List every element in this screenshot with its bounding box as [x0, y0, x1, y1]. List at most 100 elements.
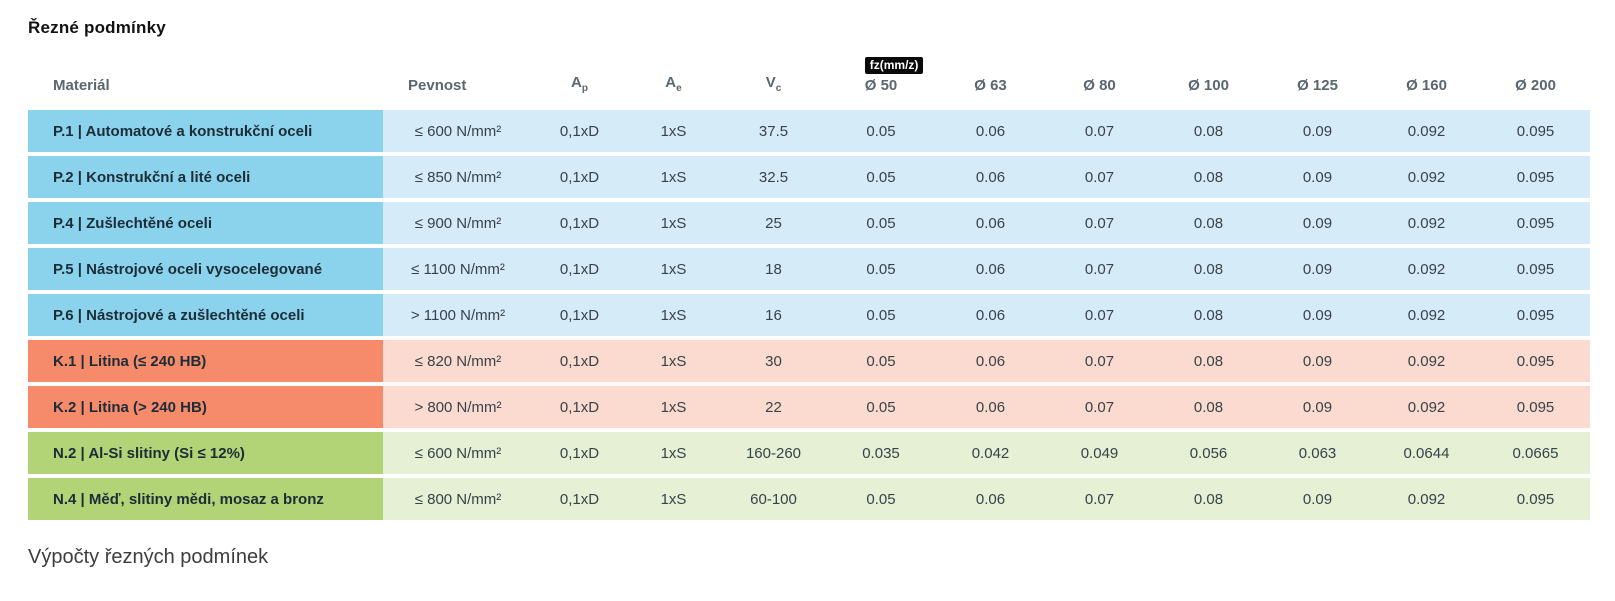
fz-125-cell: 0.063 [1263, 432, 1372, 474]
fz-125-cell: 0.09 [1263, 340, 1372, 382]
fz-125-cell: 0.09 [1263, 202, 1372, 244]
material-cell: N.4 | Měď, slitiny mědi, mosaz a bronz [28, 478, 383, 520]
fz-160-cell: 0.092 [1372, 202, 1481, 244]
diameter-50-wrap: fz(mm/z) Ø 50 [864, 57, 924, 94]
ap-cell: 0,1xD [533, 294, 626, 336]
fz-63-cell: 0.042 [936, 432, 1045, 474]
ae-cell: 1xS [626, 478, 721, 520]
diameter-50-label: Ø 50 [864, 77, 898, 94]
pevnost-cell: > 800 N/mm² [383, 386, 533, 428]
fz-63-cell: 0.06 [936, 248, 1045, 290]
material-cell: P.1 | Automatové a konstrukční oceli [28, 110, 383, 152]
fz-100-cell: 0.08 [1154, 202, 1263, 244]
table-row: K.1 | Litina (≤ 240 HB) ≤ 820 N/mm² 0,1x… [28, 340, 1590, 382]
header-diameter-100: Ø 100 [1188, 77, 1229, 94]
vc-cell: 16 [721, 294, 826, 336]
pevnost-cell: ≤ 850 N/mm² [383, 156, 533, 198]
fz-160-cell: 0.092 [1372, 340, 1481, 382]
table-header-row: Materiál Pevnost Ap Ae Vc fz(mm/z) Ø 50 … [28, 57, 1590, 106]
ap-cell: 0,1xD [533, 110, 626, 152]
header-diameter-80: Ø 80 [1083, 77, 1116, 94]
fz-160-cell: 0.092 [1372, 110, 1481, 152]
vc-cell: 160-260 [721, 432, 826, 474]
fz-160-cell: 0.092 [1372, 248, 1481, 290]
header-vc: Vc [721, 58, 826, 106]
material-cell: N.2 | Al-Si slitiny (Si ≤ 12%) [28, 432, 383, 474]
ap-cell: 0,1xD [533, 432, 626, 474]
fz-80-cell: 0.07 [1045, 294, 1154, 336]
fz-200-cell: 0.095 [1481, 294, 1590, 336]
fz-50-cell: 0.05 [826, 386, 936, 428]
table-row: P.5 | Nástrojové oceli vysocelegované ≤ … [28, 248, 1590, 290]
fz-50-cell: 0.05 [826, 478, 936, 520]
fz-80-cell: 0.049 [1045, 432, 1154, 474]
header-ae-label: A [665, 74, 677, 91]
fz-100-cell: 0.08 [1154, 156, 1263, 198]
fz-63-cell: 0.06 [936, 478, 1045, 520]
header-ae: Ae [626, 58, 721, 106]
table-row: P.2 | Konstrukční a lité oceli ≤ 850 N/m… [28, 156, 1590, 198]
fz-100-cell: 0.08 [1154, 478, 1263, 520]
fz-80-cell: 0.07 [1045, 248, 1154, 290]
material-cell: P.5 | Nástrojové oceli vysocelegované [28, 248, 383, 290]
fz-125-cell: 0.09 [1263, 110, 1372, 152]
fz-unit-badge: fz(mm/z) [864, 57, 924, 74]
header-vc-sub: c [775, 83, 782, 94]
ae-cell: 1xS [626, 156, 721, 198]
fz-200-cell: 0.095 [1481, 478, 1590, 520]
table-row: N.4 | Měď, slitiny mědi, mosaz a bronz ≤… [28, 478, 1590, 520]
header-diameter-125: Ø 125 [1297, 77, 1338, 94]
header-material: Materiál [53, 77, 110, 94]
ae-cell: 1xS [626, 248, 721, 290]
header-diameter-200: Ø 200 [1515, 77, 1556, 94]
fz-80-cell: 0.07 [1045, 202, 1154, 244]
fz-160-cell: 0.092 [1372, 294, 1481, 336]
pevnost-cell: > 1100 N/mm² [383, 294, 533, 336]
vc-cell: 30 [721, 340, 826, 382]
fz-200-cell: 0.095 [1481, 386, 1590, 428]
header-ap-sub: p [581, 83, 588, 94]
fz-63-cell: 0.06 [936, 202, 1045, 244]
pevnost-cell: ≤ 600 N/mm² [383, 110, 533, 152]
ap-cell: 0,1xD [533, 386, 626, 428]
header-ae-sub: e [676, 83, 682, 94]
fz-63-cell: 0.06 [936, 294, 1045, 336]
header-ap: Ap [533, 58, 626, 106]
fz-160-cell: 0.0644 [1372, 432, 1481, 474]
vc-cell: 22 [721, 386, 826, 428]
header-diameter-160: Ø 160 [1406, 77, 1447, 94]
table-row: K.2 | Litina (> 240 HB) > 800 N/mm² 0,1x… [28, 386, 1590, 428]
vc-cell: 18 [721, 248, 826, 290]
fz-50-cell: 0.05 [826, 248, 936, 290]
ap-cell: 0,1xD [533, 156, 626, 198]
fz-100-cell: 0.08 [1154, 386, 1263, 428]
fz-100-cell: 0.08 [1154, 340, 1263, 382]
fz-50-cell: 0.05 [826, 202, 936, 244]
fz-80-cell: 0.07 [1045, 110, 1154, 152]
fz-200-cell: 0.095 [1481, 156, 1590, 198]
fz-200-cell: 0.0665 [1481, 432, 1590, 474]
fz-50-cell: 0.05 [826, 340, 936, 382]
ae-cell: 1xS [626, 386, 721, 428]
ae-cell: 1xS [626, 202, 721, 244]
fz-63-cell: 0.06 [936, 156, 1045, 198]
ae-cell: 1xS [626, 340, 721, 382]
fz-50-cell: 0.05 [826, 294, 936, 336]
pevnost-cell: ≤ 900 N/mm² [383, 202, 533, 244]
table-row: P.4 | Zušlechtěné oceli ≤ 900 N/mm² 0,1x… [28, 202, 1590, 244]
vc-cell: 25 [721, 202, 826, 244]
ap-cell: 0,1xD [533, 340, 626, 382]
vc-cell: 60-100 [721, 478, 826, 520]
ap-cell: 0,1xD [533, 202, 626, 244]
fz-125-cell: 0.09 [1263, 248, 1372, 290]
material-cell: K.2 | Litina (> 240 HB) [28, 386, 383, 428]
material-cell: P.6 | Nástrojové a zušlechtěné oceli [28, 294, 383, 336]
vc-cell: 37.5 [721, 110, 826, 152]
fz-100-cell: 0.08 [1154, 248, 1263, 290]
page-title: Řezné podmínky [28, 18, 166, 37]
header-diameter-50: fz(mm/z) Ø 50 [826, 57, 936, 106]
fz-80-cell: 0.07 [1045, 340, 1154, 382]
ap-cell: 0,1xD [533, 478, 626, 520]
fz-63-cell: 0.06 [936, 340, 1045, 382]
vc-cell: 32.5 [721, 156, 826, 198]
